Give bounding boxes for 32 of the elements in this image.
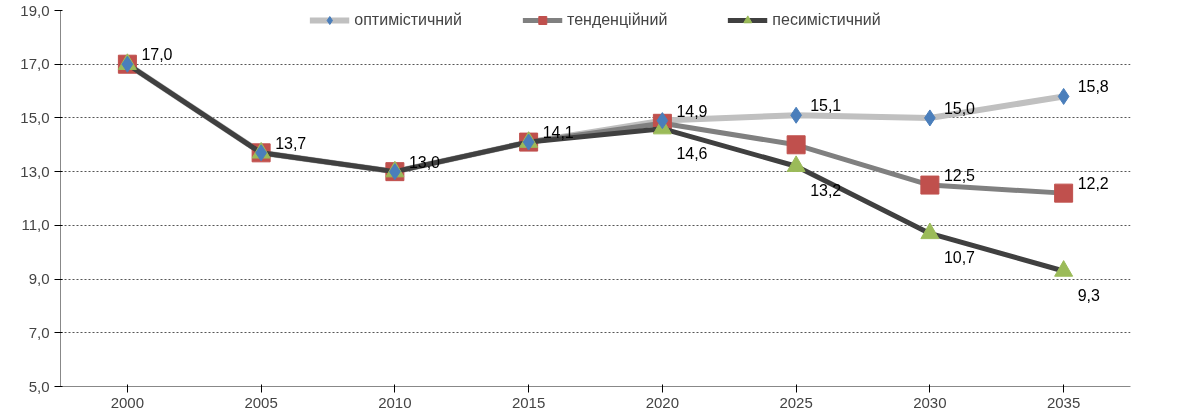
data-label: 13,2	[810, 182, 842, 200]
data-label: 10,7	[943, 249, 976, 267]
legend-label: оптимістичний	[354, 11, 462, 29]
data-label: 15,8	[1077, 78, 1109, 96]
y-tick-label: 17,0	[20, 55, 50, 73]
data-label: 14,1	[542, 124, 574, 142]
x-tick-label: 2025	[779, 393, 813, 411]
y-tick-label: 5,0	[28, 377, 50, 395]
data-label: 15,1	[810, 97, 842, 115]
x-tick-label: 2010	[378, 393, 412, 411]
data-label: 14,9	[676, 102, 708, 120]
data-label: 14,6	[676, 144, 708, 162]
data-label: 9,3	[1077, 287, 1100, 305]
y-tick-label: 9,0	[28, 270, 50, 288]
y-tick-label: 19,0	[20, 1, 50, 19]
y-tick-label: 15,0	[20, 108, 50, 126]
x-tick-label: 2000	[110, 393, 145, 411]
y-tick-label: 7,0	[28, 323, 50, 341]
x-tick-label: 2015	[511, 393, 546, 411]
x-tick-label: 2030	[913, 393, 947, 411]
data-label: 15,0	[943, 99, 976, 117]
legend-label: тенденційний	[567, 11, 668, 29]
data-label: 13,7	[275, 134, 307, 152]
data-label: 17,0	[141, 46, 173, 64]
x-tick-label: 2005	[244, 393, 278, 411]
x-tick-label: 2035	[1046, 393, 1081, 411]
data-label: 12,2	[1077, 175, 1109, 193]
legend-label: песимістичний	[772, 11, 881, 29]
x-tick-label: 2020	[645, 393, 680, 411]
y-tick-label: 11,0	[21, 216, 50, 234]
data-label: 12,5	[943, 167, 976, 185]
y-tick-label: 13,0	[20, 162, 50, 180]
